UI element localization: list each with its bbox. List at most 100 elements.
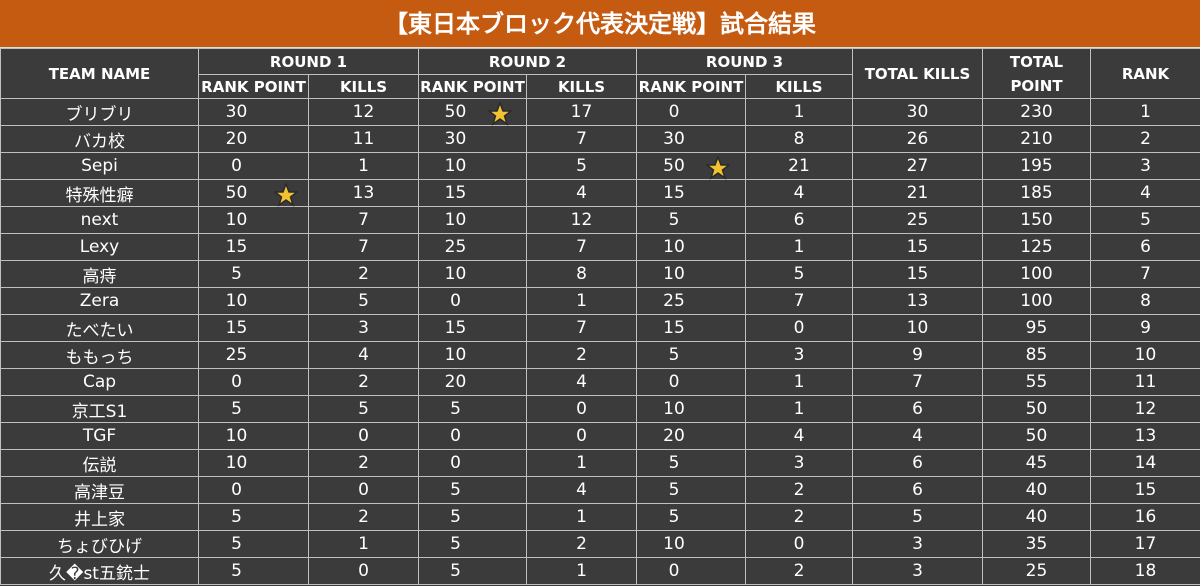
rank-point: 0	[198, 476, 309, 504]
kills: 7	[745, 287, 853, 315]
total-point: 100	[982, 260, 1091, 288]
rank-point: 25	[636, 287, 746, 315]
rank: 6	[1090, 233, 1200, 261]
total-point: 230	[982, 98, 1091, 126]
kills: 5	[526, 152, 637, 180]
table-row: 特殊性癖 50 13 15 4 15 4 21 185 4	[0, 179, 1200, 207]
total-kills: 6	[852, 476, 983, 504]
rank-point: 5	[418, 530, 527, 558]
kills: 0	[308, 557, 419, 585]
rank: 15	[1090, 476, 1200, 504]
kills: 1	[526, 287, 637, 315]
rank-point: 10	[198, 422, 309, 450]
rank-point: 20	[636, 422, 746, 450]
rank-point: 20	[198, 125, 309, 153]
rank-point: 10	[198, 287, 309, 315]
team-name: ちょびひげ	[0, 530, 199, 558]
rank: 17	[1090, 530, 1200, 558]
column-header: RANK	[1090, 48, 1200, 99]
kills: 5	[745, 260, 853, 288]
table-row: 井上家 5 2 5 1 5 2 5 40 16	[0, 503, 1200, 531]
team-name: next	[0, 206, 199, 234]
total-kills: 7	[852, 368, 983, 396]
kills: 5	[308, 287, 419, 315]
rank-point: 0	[418, 449, 527, 477]
kills: 3	[745, 449, 853, 477]
kills: 1	[526, 449, 637, 477]
kills: 0	[526, 422, 637, 450]
kills: 7	[308, 233, 419, 261]
kills: 0	[745, 530, 853, 558]
rank-point: 5	[198, 395, 309, 423]
table-body: ブリブリ 30 12 50 17 0 1 30 230 1 バカ校 20 11 30 7 30 8 26 210 2 S…	[0, 98, 1200, 585]
rank-point: 5	[418, 476, 527, 504]
rank-point: 10	[636, 530, 746, 558]
kills: 2	[745, 557, 853, 585]
rank: 5	[1090, 206, 1200, 234]
total-point: 40	[982, 476, 1091, 504]
kills: 4	[526, 476, 637, 504]
team-name: 久�st五銃士	[0, 557, 199, 585]
total-kills: 13	[852, 287, 983, 315]
total-kills: 9	[852, 341, 983, 369]
rank-point: 5	[636, 449, 746, 477]
rank-point: 5	[636, 206, 746, 234]
rank: 4	[1090, 179, 1200, 207]
table-row: 高津豆 0 0 5 4 5 2 6 40 15	[0, 476, 1200, 504]
total-point: 100	[982, 287, 1091, 315]
kills: 11	[308, 125, 419, 153]
total-point: 35	[982, 530, 1091, 558]
rank-point: 10	[418, 341, 527, 369]
rank-point: 15	[418, 179, 527, 207]
kills: 4	[745, 422, 853, 450]
table-row: バカ校 20 11 30 7 30 8 26 210 2	[0, 125, 1200, 153]
total-point: 50	[982, 395, 1091, 423]
total-point: 40	[982, 503, 1091, 531]
table-row: ブリブリ 30 12 50 17 0 1 30 230 1	[0, 98, 1200, 126]
team-name: 高津豆	[0, 476, 199, 504]
rank-point: 15	[198, 233, 309, 261]
rank-point: 5	[418, 503, 527, 531]
sub-header: RANK POINT	[418, 74, 527, 99]
kills: 7	[526, 233, 637, 261]
kills: 0	[308, 476, 419, 504]
total-kills: 4	[852, 422, 983, 450]
rank: 8	[1090, 287, 1200, 315]
total-kills: 26	[852, 125, 983, 153]
kills: 1	[745, 98, 853, 126]
kills: 4	[308, 341, 419, 369]
team-name: Zera	[0, 287, 199, 315]
kills: 1	[526, 503, 637, 531]
total-point: 210	[982, 125, 1091, 153]
column-header: TOTAL KILLS	[852, 48, 983, 99]
total-kills: 15	[852, 233, 983, 261]
kills: 13	[308, 179, 419, 207]
kills: 0	[526, 395, 637, 423]
kills: 1	[745, 233, 853, 261]
kills: 2	[308, 449, 419, 477]
total-point: 150	[982, 206, 1091, 234]
kills: 12	[308, 98, 419, 126]
total-point: 45	[982, 449, 1091, 477]
kills: 7	[526, 125, 637, 153]
rank: 3	[1090, 152, 1200, 180]
title-bar: 【東日本ブロック代表決定戦】試合結果	[0, 0, 1200, 48]
table-row: 伝説 10 2 0 1 5 3 6 45 14	[0, 449, 1200, 477]
rank-point: 30	[636, 125, 746, 153]
rank-point: 10	[636, 233, 746, 261]
rank-point: 5	[418, 557, 527, 585]
rank-point: 25	[418, 233, 527, 261]
kills: 0	[308, 422, 419, 450]
rank-point: 25	[198, 341, 309, 369]
table-row: 久�st五銃士 5 0 5 1 0 2 3 25 18	[0, 557, 1200, 585]
round-header: ROUND 2	[418, 48, 637, 75]
total-kills: 15	[852, 260, 983, 288]
rank-point: 10	[418, 152, 527, 180]
rank-point: 10	[636, 260, 746, 288]
rank-point: 5	[636, 476, 746, 504]
kills: 4	[526, 179, 637, 207]
rank-point: 5	[198, 530, 309, 558]
team-name: 高痔	[0, 260, 199, 288]
kills: 7	[526, 314, 637, 342]
rank-point: 15	[198, 314, 309, 342]
